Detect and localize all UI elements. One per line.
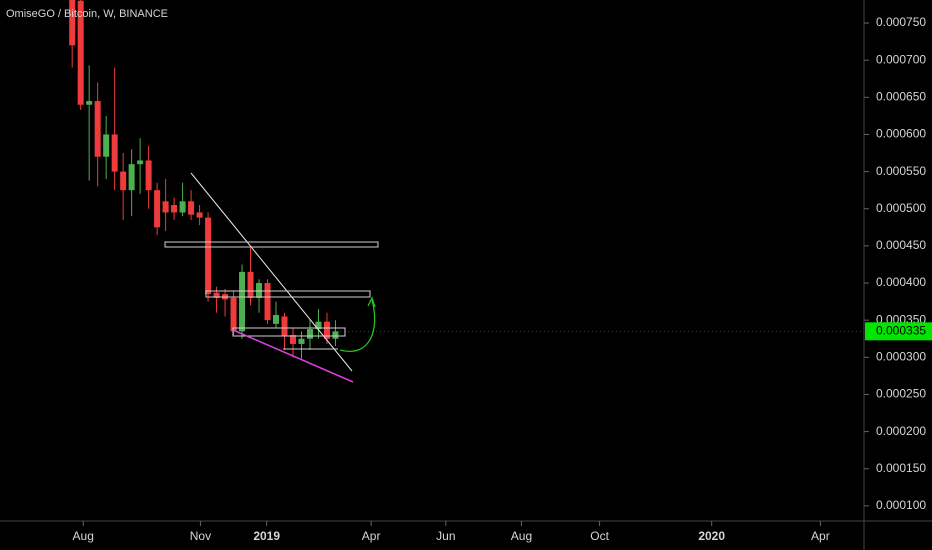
candle-body: [298, 338, 305, 344]
candle-body: [171, 205, 178, 213]
x-tick-label: Aug: [73, 529, 94, 543]
candle-body: [306, 329, 313, 339]
candle-body: [77, 0, 84, 105]
candle-body: [179, 201, 186, 213]
x-tick-label: Aug: [511, 529, 532, 543]
last-price-label: 0.000335: [876, 323, 926, 337]
zone: [205, 290, 371, 298]
x-tick-label: 2019: [253, 529, 280, 543]
candle-body: [137, 160, 144, 165]
y-tick-label: 0.000550: [876, 164, 926, 178]
candle-body: [264, 283, 271, 321]
candle-body: [69, 0, 76, 46]
candle-body: [273, 314, 280, 324]
last-price-box: [865, 322, 932, 341]
x-tick-label: Apr: [811, 529, 830, 543]
candle-body: [213, 292, 220, 298]
x-tick-label: 2020: [698, 529, 725, 543]
candle-body: [111, 134, 118, 172]
x-tick-label: Apr: [362, 529, 381, 543]
candle-body: [86, 101, 93, 105]
candle-body: [239, 271, 246, 332]
y-tick-label: 0.000150: [876, 461, 926, 475]
arrow-head: [367, 296, 376, 308]
y-tick-label: 0.000200: [876, 424, 926, 438]
trendline: [190, 172, 353, 372]
candle-body: [196, 212, 203, 218]
candle-body: [120, 171, 127, 191]
zone: [232, 327, 346, 337]
candle-body: [154, 190, 161, 228]
candle-body: [205, 217, 212, 295]
candle-body: [230, 297, 237, 332]
y-tick-label: 0.000250: [876, 387, 926, 401]
candle-body: [332, 331, 339, 339]
candle-body: [94, 101, 101, 157]
candle-body: [162, 201, 169, 213]
axes: 0.000100 0.000150 0.000200 0.000250 0.000300…: [73, 15, 932, 543]
chart-title: OmiseGO / Bitcoin, W, BINANCE: [6, 8, 168, 20]
y-tick-label: 0.000600: [876, 127, 926, 141]
candle-body: [281, 316, 288, 337]
candle-body: [256, 283, 263, 298]
x-tick-label: Oct: [590, 529, 609, 543]
drawings: [164, 172, 379, 383]
plot: [69, 0, 339, 359]
candle-body: [103, 134, 110, 157]
y-tick-label: 0.000750: [876, 15, 926, 29]
x-tick-label: Nov: [190, 529, 211, 543]
x-tick-label: Jun: [436, 529, 455, 543]
candle-body: [289, 335, 296, 344]
candle-body: [128, 164, 135, 191]
y-tick-label: 0.000700: [876, 52, 926, 66]
y-tick-label: 0.000450: [876, 238, 926, 252]
y-tick-label: 0.000650: [876, 89, 926, 103]
candle-body: [315, 321, 322, 330]
y-tick-label: 0.000500: [876, 201, 926, 215]
trendline: [232, 329, 354, 383]
y-tick-label: 0.000300: [876, 349, 926, 363]
candle-body: [247, 271, 254, 298]
candle-body: [145, 160, 152, 191]
candle-body: [188, 201, 195, 215]
arrow: [339, 299, 376, 353]
candle-body: [323, 321, 330, 339]
y-tick-label: 0.000100: [876, 498, 926, 512]
y-tick-label: 0.000400: [876, 275, 926, 289]
zone: [164, 241, 379, 248]
